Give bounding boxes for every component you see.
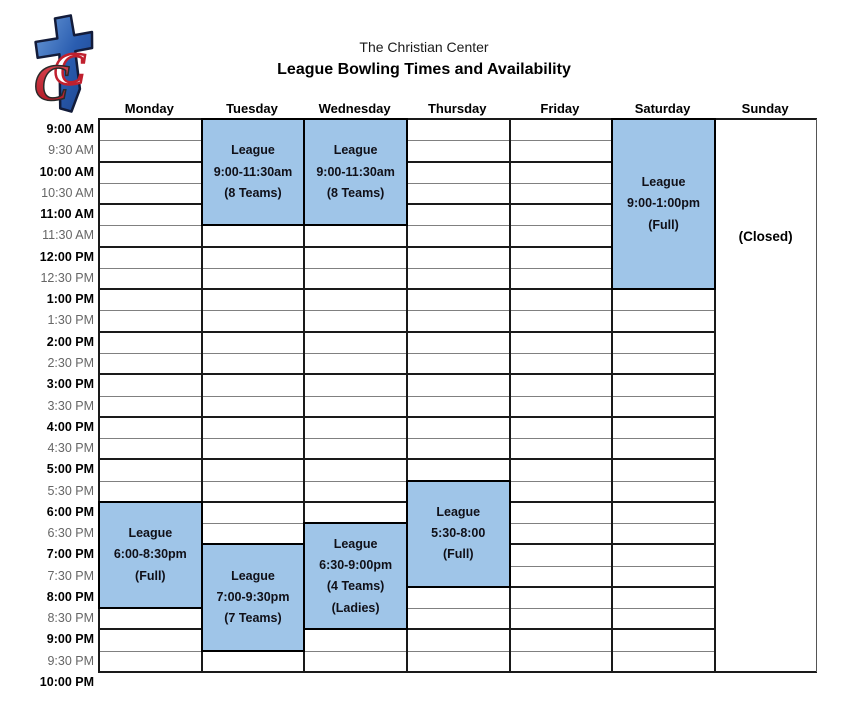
grid-hour-line (98, 671, 817, 673)
league-block-line: 6:00-8:30pm (113, 547, 187, 562)
time-label-1-00-pm: 1:00 PM (46, 292, 94, 307)
league-block-line: (Full) (135, 568, 166, 583)
grid-column-line (405, 119, 408, 672)
league-block-line: League (128, 526, 173, 541)
league-block-line: 9:00-1:00pm (627, 196, 700, 211)
time-label-2-30-pm: 2:30 PM (47, 355, 94, 370)
league-block-line: League (436, 504, 481, 519)
league-block-line: (8 Teams) (326, 185, 385, 200)
time-label-9-30-am: 9:30 AM (48, 143, 94, 158)
time-label-11-00-am: 11:00 AM (40, 207, 94, 222)
league-block-wednesday-pm: League 6:30-9:00pm (4 Teams) (Ladies) (303, 522, 408, 631)
page-subtitle: League Bowling Times and Availability (277, 61, 571, 78)
svg-text:C: C (54, 43, 86, 94)
time-label-8-30-pm: 8:30 PM (47, 611, 94, 626)
time-label-10-00-pm: 10:00 PM (39, 675, 94, 689)
day-header-thursday: Thursday (427, 101, 487, 116)
league-block-line: League (333, 143, 378, 158)
league-block-line: 5:30-8:00 (431, 526, 486, 541)
time-label-7-00-pm: 7:00 PM (46, 547, 94, 562)
grid-right-border (815, 119, 817, 672)
time-label-4-00-pm: 4:00 PM (46, 419, 94, 434)
time-label-10-00-am: 10:00 AM (39, 164, 94, 179)
time-label-12-30-pm: 12:30 PM (40, 270, 94, 285)
league-block-line: 7:00-9:30pm (216, 589, 290, 604)
schedule-grid: League 6:00-8:30pm (Full) League 9:00-11:30a… (98, 118, 817, 673)
time-label-5-00-pm: 5:00 PM (46, 462, 94, 477)
grid-column-line (508, 119, 511, 672)
league-block-line: League (231, 143, 275, 158)
page-title: The Christian Center (359, 39, 489, 55)
day-header-friday: Friday (540, 101, 580, 116)
league-block-thursday-pm: League 5:30-8:00 (Full) (405, 479, 511, 588)
time-label-7-30-pm: 7:30 PM (47, 568, 94, 583)
league-block-line: (Full) (648, 217, 679, 232)
league-block-monday-pm: League 6:00-8:30pm (Full) (98, 500, 203, 610)
league-block-line: League (231, 568, 275, 583)
league-block-line: League (333, 536, 378, 551)
sunday-closed-label: (Closed) (738, 229, 793, 244)
day-header-sunday: Sunday (741, 101, 789, 116)
time-label-11-30-am: 11:30 AM (42, 228, 94, 243)
time-label-2-00-pm: 2:00 PM (46, 334, 94, 349)
time-label-9-00-pm: 9:00 PM (46, 632, 94, 647)
day-header-wednesday: Wednesday (318, 101, 391, 116)
time-label-3-00-pm: 3:00 PM (46, 377, 94, 392)
grid-hour-line (98, 118, 817, 120)
league-block-line: (Ladies) (331, 600, 380, 615)
grid-column-line (303, 119, 306, 672)
day-header-tuesday: Tuesday (226, 101, 278, 116)
league-block-tuesday-pm: League 7:00-9:30pm (7 Teams) (200, 543, 306, 652)
grid-column-line (200, 119, 203, 672)
time-label-8-00-pm: 8:00 PM (46, 589, 94, 604)
time-label-10-30-am: 10:30 AM (41, 185, 94, 200)
cross-cc-icon: C C (33, 14, 94, 113)
grid-column-line (98, 119, 100, 672)
time-label-9-30-pm: 9:30 PM (47, 653, 94, 668)
league-block-line: League (641, 175, 686, 190)
league-block-line: 9:00-11:30am (213, 164, 293, 179)
time-label-6-00-pm: 6:00 PM (46, 504, 94, 519)
time-label-3-30-pm: 3:30 PM (47, 398, 94, 413)
christian-center-logo: C C (24, 12, 104, 118)
league-block-line: (8 Teams) (224, 185, 282, 200)
time-label-12-00-pm: 12:00 PM (39, 249, 94, 264)
svg-text:C: C (34, 55, 70, 112)
league-block-saturday-am: League 9:00-1:00pm (Full) (611, 118, 716, 291)
league-block-wednesday-am: League 9:00-11:30am (8 Teams) (303, 118, 408, 227)
time-label-9-00-am: 9:00 AM (46, 122, 94, 136)
league-block-line: (Full) (442, 547, 474, 562)
day-header-saturday: Saturday (634, 101, 691, 116)
time-label-6-30-pm: 6:30 PM (47, 526, 94, 541)
league-block-tuesday-am: League 9:00-11:30am (8 Teams) (200, 118, 306, 227)
grid-column-line (611, 119, 614, 672)
league-block-line: 6:30-9:00pm (319, 558, 393, 573)
time-label-1-30-pm: 1:30 PM (47, 313, 94, 328)
day-header-monday: Monday (124, 101, 174, 116)
time-label-4-30-pm: 4:30 PM (47, 441, 94, 456)
grid-column-line (713, 119, 716, 672)
league-block-line: (7 Teams) (224, 611, 282, 626)
league-block-line: 9:00-11:30am (316, 164, 395, 179)
league-block-line: (4 Teams) (326, 579, 385, 594)
time-label-5-30-pm: 5:30 PM (47, 483, 94, 498)
